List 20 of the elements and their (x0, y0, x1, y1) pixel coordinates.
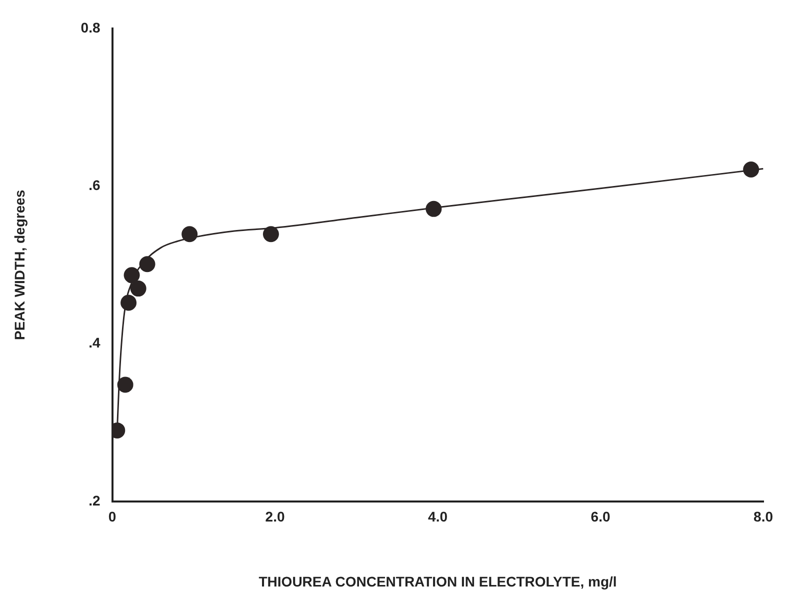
point (120, 294, 137, 311)
point (182, 226, 198, 242)
x-tick-label: 4.0 (428, 508, 448, 525)
x-tick-label: 8.0 (754, 508, 774, 525)
point (124, 267, 140, 284)
x-tick-label: 6.0 (590, 508, 610, 525)
point (117, 376, 134, 393)
x-tick-label: 0 (108, 508, 116, 525)
x-axis-title: THIOUREA CONCENTRATION IN ELECTROLYTE, mg/l (258, 573, 617, 590)
point (262, 226, 279, 242)
y-tick-label: 0.8 (80, 19, 100, 36)
point (426, 200, 442, 217)
y-axis-title: PEAK WIDTH, degrees (11, 190, 28, 340)
point (743, 162, 760, 178)
y-tick-label: .2 (88, 492, 100, 508)
y-tick-label: .4 (88, 334, 100, 351)
x-tick-label: 2.0 (265, 508, 285, 525)
y-tick-label: .6 (88, 176, 100, 193)
point (139, 256, 156, 272)
point (130, 280, 146, 297)
